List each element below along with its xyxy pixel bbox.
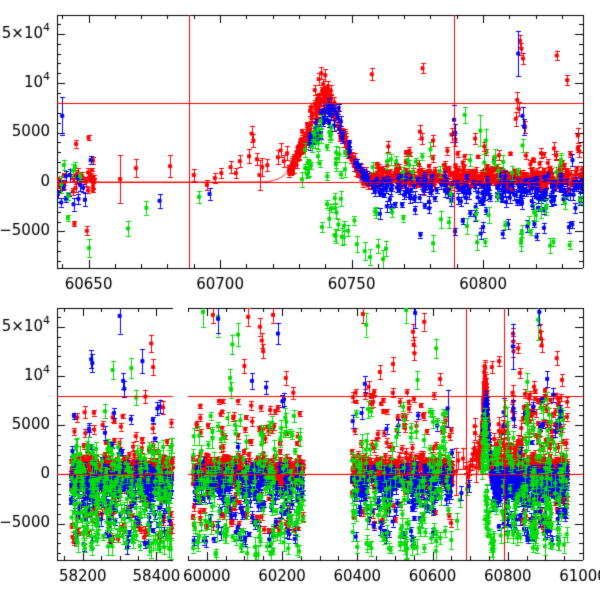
light-curve-chart-canvas bbox=[0, 0, 600, 600]
plot-window bbox=[0, 0, 600, 600]
